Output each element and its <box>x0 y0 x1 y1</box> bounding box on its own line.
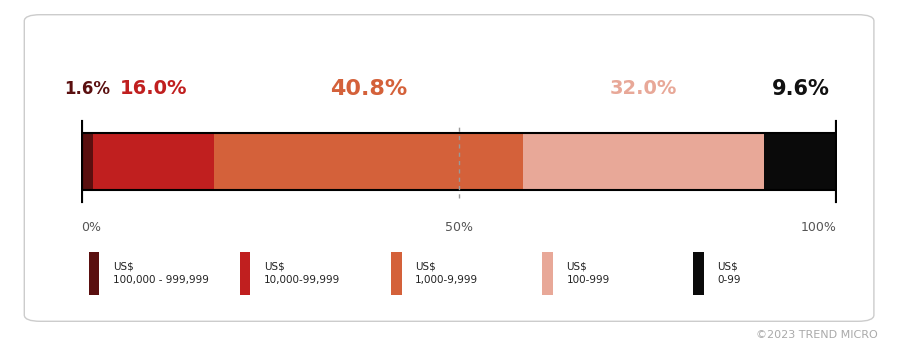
FancyBboxPatch shape <box>24 15 874 321</box>
Text: 9.6%: 9.6% <box>772 79 830 99</box>
Text: US$
100,000 - 999,999: US$ 100,000 - 999,999 <box>112 262 209 285</box>
Bar <box>93 133 214 190</box>
Bar <box>764 133 837 190</box>
Bar <box>391 252 401 295</box>
Text: 50%: 50% <box>445 221 473 234</box>
Text: ©2023 TREND MICRO: ©2023 TREND MICRO <box>756 329 878 340</box>
Bar <box>88 252 99 295</box>
Text: 0%: 0% <box>81 221 101 234</box>
Text: US$
0-99: US$ 0-99 <box>717 262 741 285</box>
Bar <box>81 133 93 190</box>
Text: US$
100-999: US$ 100-999 <box>566 262 609 285</box>
Bar <box>542 252 553 295</box>
Bar <box>523 133 764 190</box>
Text: 16.0%: 16.0% <box>120 79 187 98</box>
Bar <box>239 252 250 295</box>
Text: US$
1,000-9,999: US$ 1,000-9,999 <box>415 262 478 285</box>
Text: 100%: 100% <box>801 221 837 234</box>
Bar <box>693 252 704 295</box>
Bar <box>214 133 523 190</box>
Text: 32.0%: 32.0% <box>610 79 677 98</box>
Text: 1.6%: 1.6% <box>64 80 110 98</box>
Text: US$
10,000-99,999: US$ 10,000-99,999 <box>264 262 340 285</box>
Text: 40.8%: 40.8% <box>329 79 407 99</box>
